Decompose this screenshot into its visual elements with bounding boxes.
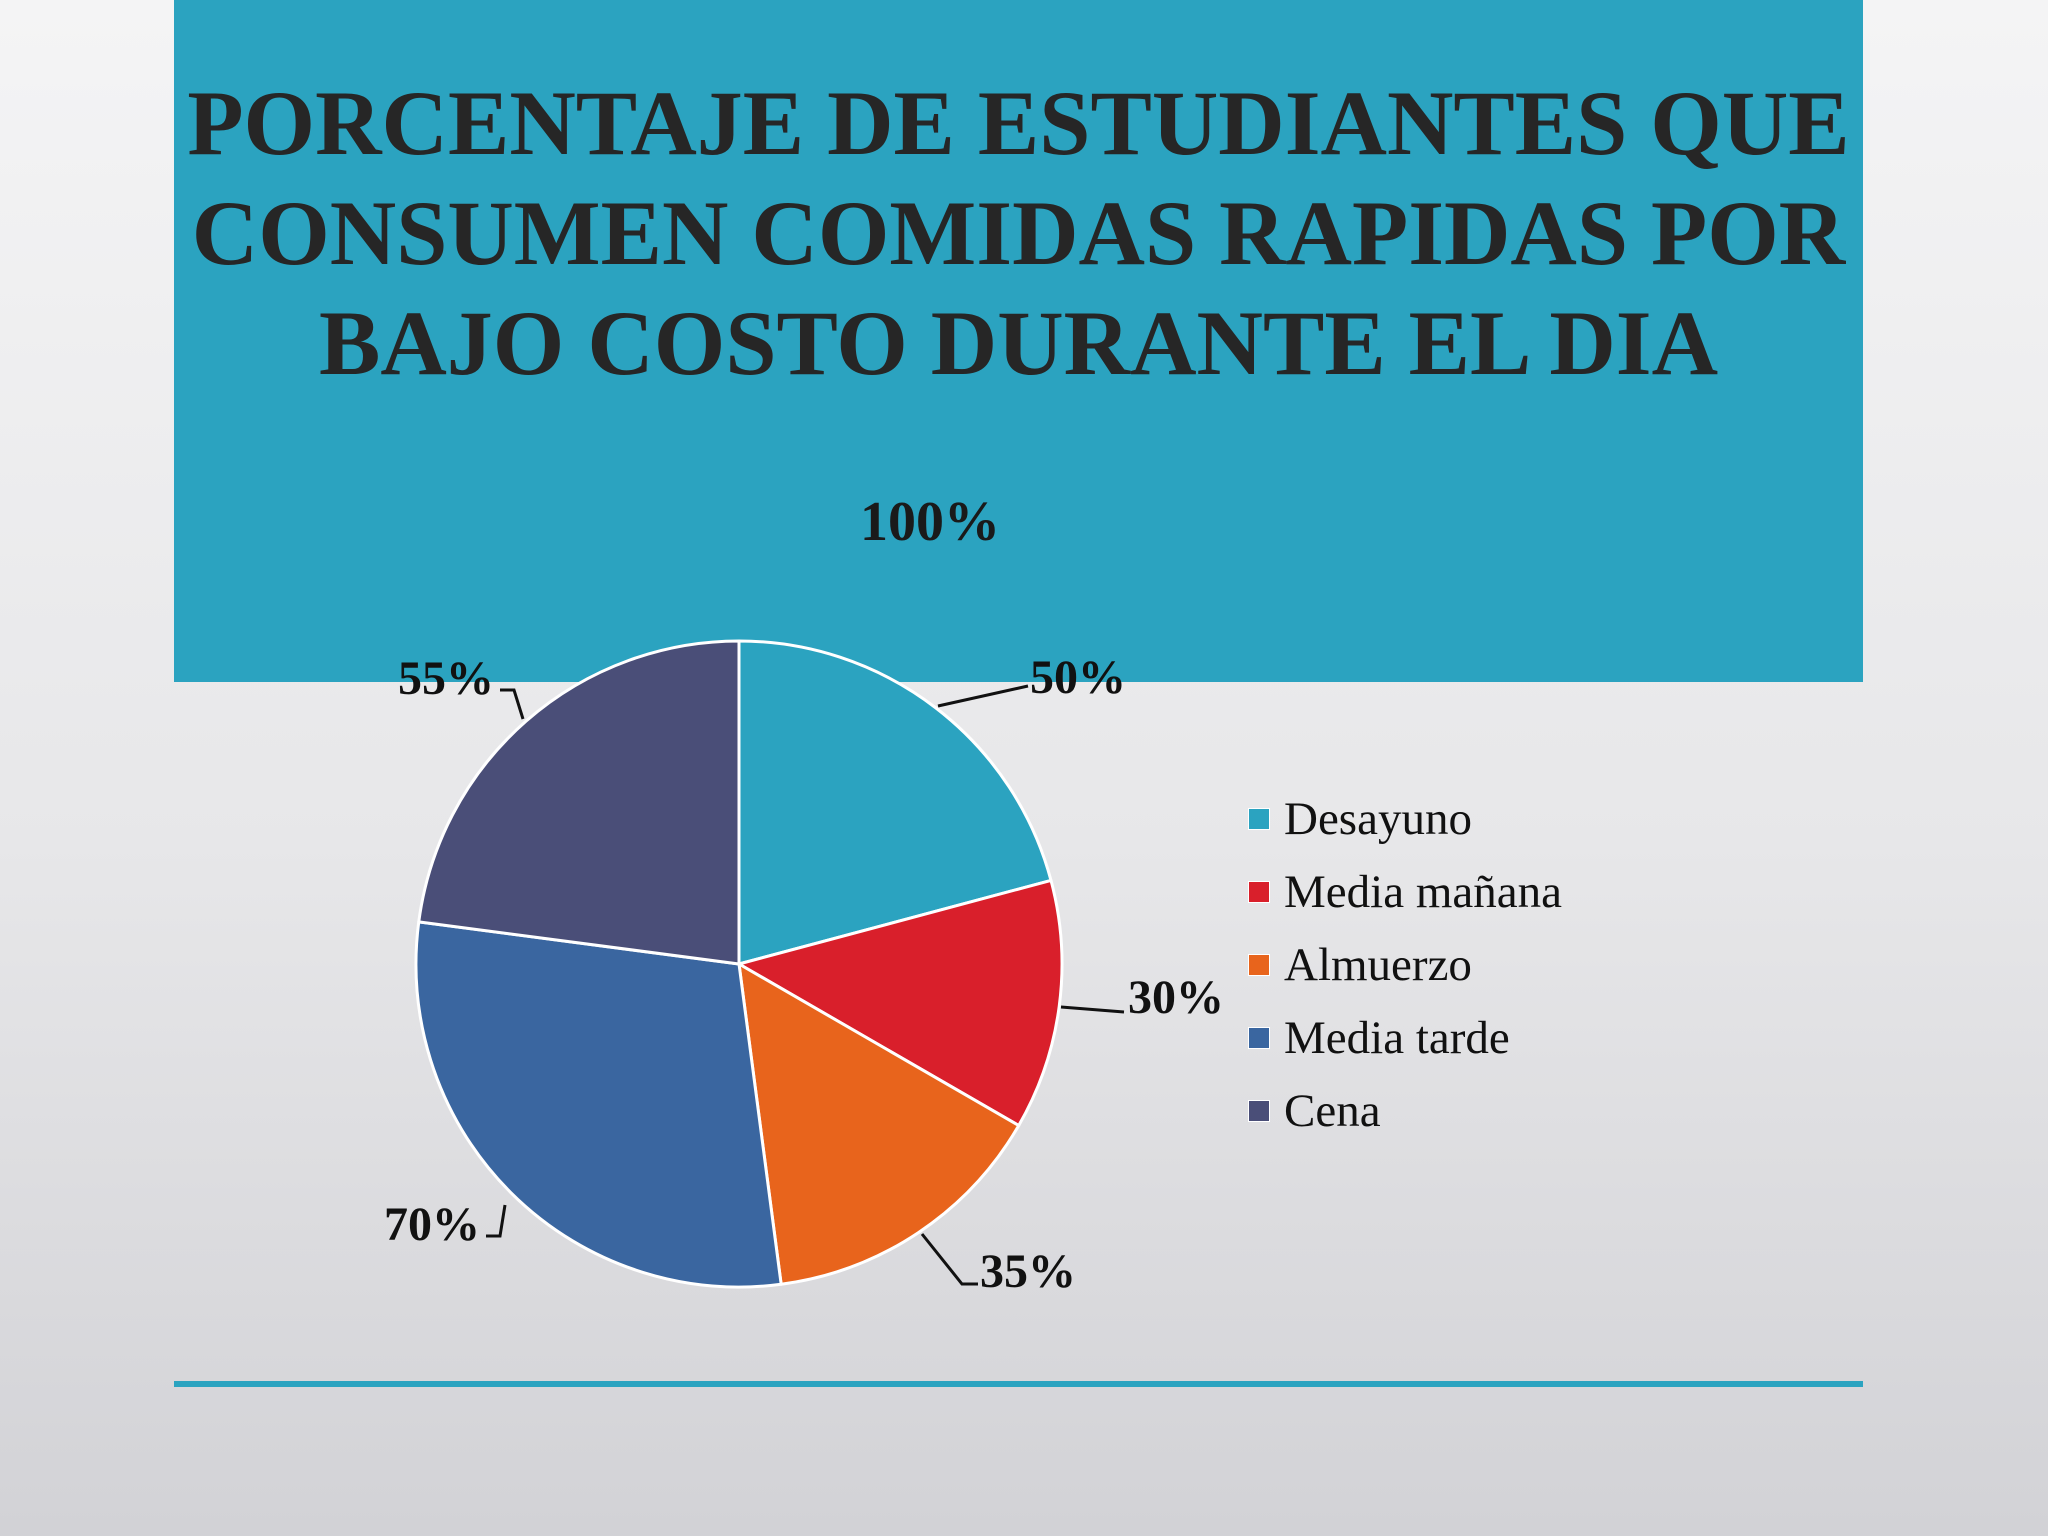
leader-line-media-tarde bbox=[486, 1204, 507, 1238]
bottom-rule bbox=[174, 1381, 1863, 1387]
legend-swatch bbox=[1248, 1026, 1270, 1049]
pie-slice-media-manana bbox=[737, 878, 1064, 1127]
legend-label: Media mañana bbox=[1284, 865, 1562, 918]
data-label-cena: 55% bbox=[398, 652, 494, 705]
legend-label: Cena bbox=[1284, 1084, 1381, 1137]
slide-title-line-1: PORCENTAJE DE ESTUDIANTES QUE bbox=[187, 72, 1850, 174]
leader-line-almuerzo bbox=[920, 1233, 978, 1286]
legend-item-cena: Cena bbox=[1248, 1074, 1562, 1147]
data-label-media-manana: 30% bbox=[1128, 971, 1224, 1024]
legend-swatch bbox=[1248, 807, 1270, 830]
pie-slice-desayuno bbox=[737, 639, 1053, 966]
title-band bbox=[174, 0, 1863, 682]
legend-item-desayuno: Desayuno bbox=[1248, 782, 1562, 855]
legend-label: Media tarde bbox=[1284, 1011, 1510, 1064]
legend-swatch bbox=[1248, 953, 1270, 976]
data-label-desayuno: 50% bbox=[1030, 651, 1126, 704]
leader-line-media-manana bbox=[1060, 1005, 1125, 1014]
legend-swatch bbox=[1248, 1099, 1270, 1122]
pie-slice-cena bbox=[417, 639, 741, 966]
legend-item-media-manana: Media mañana bbox=[1248, 855, 1562, 928]
legend-item-media-tarde: Media tarde bbox=[1248, 1001, 1562, 1074]
legend-label: Almuerzo bbox=[1284, 938, 1472, 991]
legend-item-almuerzo: Almuerzo bbox=[1248, 928, 1562, 1001]
pie-slice-almuerzo bbox=[737, 962, 1021, 1286]
leader-line-cena bbox=[500, 688, 525, 720]
leader-line-desayuno bbox=[937, 684, 1029, 708]
legend-label: Desayuno bbox=[1284, 792, 1472, 845]
slide-title-line-2: CONSUMEN COMIDAS RAPIDAS POR bbox=[191, 182, 1846, 284]
slide-title-line-3: BAJO COSTO DURANTE EL DIA bbox=[318, 292, 1719, 394]
pie-slice-media-tarde bbox=[414, 920, 783, 1289]
data-label-almuerzo: 35% bbox=[980, 1245, 1076, 1298]
chart-title: 100% bbox=[860, 491, 1000, 553]
data-label-media-tarde: 70% bbox=[384, 1198, 480, 1251]
slide-title: PORCENTAJE DE ESTUDIANTES QUE CONSUMEN C… bbox=[174, 68, 1863, 398]
legend-swatch bbox=[1248, 880, 1270, 903]
chart-legend: Desayuno Media mañana Almuerzo Media tar… bbox=[1248, 782, 1562, 1147]
